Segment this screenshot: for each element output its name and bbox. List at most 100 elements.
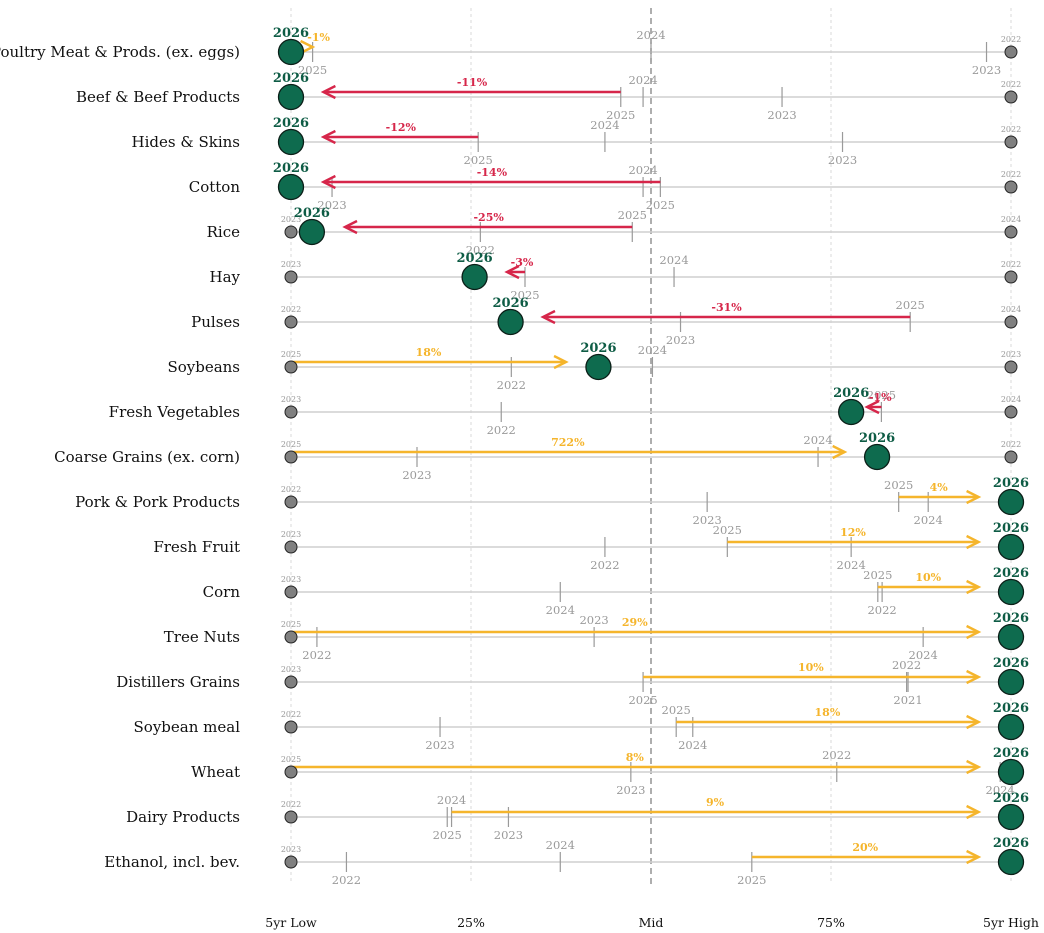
chart-row: Cotton 2023 2024 2025 -14% 2022 2026: [189, 161, 1021, 212]
current-year-marker: [997, 578, 1025, 606]
current-year-label: 2026: [993, 611, 1029, 626]
chart-row: Pulses 2023 2025 -31% 2022 2024 2026: [191, 296, 1021, 347]
chart-row: Distillers Grains 2025 2022 2021 10% 2023 2026: [116, 656, 1029, 707]
x-tick-label: 25%: [457, 915, 485, 930]
range-endpoint: [284, 765, 298, 779]
change-percent-label: 12%: [840, 526, 866, 539]
current-year-label: 2026: [859, 431, 895, 446]
category-label: Dairy Products: [126, 808, 240, 826]
category-label: Beef & Beef Products: [76, 88, 240, 106]
year-label: 2023: [972, 63, 1001, 77]
change-arrow-head: [320, 174, 336, 190]
category-label: Fresh Vegetables: [109, 403, 240, 421]
current-year-label: 2026: [273, 116, 309, 131]
year-label: 2022: [590, 558, 619, 572]
change-arrow-head: [320, 129, 336, 145]
range-endpoint: [1004, 315, 1018, 329]
endpoint-year-label: 2022: [1001, 440, 1021, 449]
endpoint-year-label: 2022: [1001, 260, 1021, 269]
change-percent-label: 18%: [416, 346, 442, 359]
range-endpoint: [284, 450, 298, 464]
current-year-marker: [863, 443, 891, 471]
current-year-marker: [997, 713, 1025, 741]
change-arrow-head: [966, 714, 982, 730]
endpoint-year-label: 2023: [281, 215, 301, 224]
endpoint-year-label: 2025: [281, 350, 301, 359]
current-year-label: 2026: [993, 836, 1029, 851]
category-label: Poultry Meat & Prods. (ex. eggs): [0, 43, 240, 61]
category-label: Wheat: [191, 763, 240, 781]
year-label: 2025: [464, 153, 493, 167]
current-year-label: 2026: [273, 71, 309, 86]
chart-row: Ethanol, incl. bev. 2022 2024 2025 20% 2023 20…: [104, 836, 1029, 887]
category-label: Soybeans: [167, 358, 240, 376]
change-percent-label: 10%: [798, 661, 824, 674]
year-label: 2024: [437, 793, 466, 807]
change-arrow-head: [300, 39, 316, 55]
year-label: 2025: [896, 298, 925, 312]
year-label: 2025: [433, 828, 462, 842]
year-label: 2023: [767, 108, 796, 122]
year-label: 2025: [628, 693, 657, 707]
year-label: 2024: [628, 73, 657, 87]
change-percent-label: 8%: [626, 751, 645, 764]
endpoint-year-label: 2023: [281, 530, 301, 539]
change-arrow-head: [342, 219, 358, 235]
range-endpoint: [1004, 450, 1018, 464]
year-label: 2022: [487, 423, 516, 437]
endpoint-year-label: 2024: [1001, 395, 1021, 404]
year-label: 2024: [837, 558, 866, 572]
chart-rows: Poultry Meat & Prods. (ex. eggs)20252024…: [0, 26, 1029, 887]
category-label: Cotton: [189, 178, 241, 196]
x-axis: 5yr Low 25% Mid 75% 5yr High: [265, 915, 1039, 930]
change-arrow-head: [966, 759, 982, 775]
year-label: 2024: [678, 738, 707, 752]
range-endpoint: [284, 315, 298, 329]
change-arrow-head: [966, 579, 982, 595]
endpoint-year-label: 2022: [281, 710, 301, 719]
current-year-marker: [997, 848, 1025, 876]
endpoint-year-label: 2023: [1001, 350, 1021, 359]
year-label: 2025: [863, 568, 892, 582]
current-year-label: 2026: [993, 656, 1029, 671]
year-label: 2024: [659, 253, 688, 267]
range-endpoint: [284, 810, 298, 824]
endpoint-year-label: 2025: [281, 755, 301, 764]
range-endpoint: [284, 495, 298, 509]
year-label: 2025: [618, 208, 647, 222]
change-arrow-head: [553, 354, 569, 370]
range-endpoint: [284, 270, 298, 284]
endpoint-year-label: 2023: [281, 260, 301, 269]
year-label: 2023: [693, 513, 722, 527]
year-label: 2024: [909, 648, 938, 662]
year-label: 2023: [828, 153, 857, 167]
change-arrow-head: [966, 534, 982, 550]
endpoint-year-label: 2025: [281, 440, 301, 449]
endpoint-year-label: 2023: [281, 665, 301, 674]
year-label: 2021: [893, 693, 922, 707]
range-endpoint: [284, 540, 298, 554]
current-year-label: 2026: [833, 386, 869, 401]
change-arrow-head: [966, 849, 982, 865]
change-percent-label: -14%: [477, 166, 508, 179]
change-percent-label: 4%: [930, 481, 949, 494]
current-year-label: 2026: [993, 521, 1029, 536]
chart-row: Soybean meal 2023 2025 2024 18% 2022 2026: [134, 701, 1030, 752]
category-label: Fresh Fruit: [153, 538, 240, 556]
category-label: Hay: [210, 268, 241, 286]
current-year-marker: [997, 623, 1025, 651]
endpoint-year-label: 2023: [281, 845, 301, 854]
current-year-label: 2026: [457, 251, 493, 266]
category-label: Distillers Grains: [116, 673, 240, 691]
endpoint-year-label: 2024: [1001, 215, 1021, 224]
range-endpoint: [284, 720, 298, 734]
change-percent-label: 29%: [622, 616, 648, 629]
range-endpoint: [1004, 180, 1018, 194]
change-percent-label: 20%: [852, 841, 878, 854]
range-endpoint: [284, 585, 298, 599]
chart-row: Hides & Skins 2025 2024 2023 -12% 2022 2026: [132, 116, 1022, 167]
year-label: 2023: [616, 783, 645, 797]
change-percent-label: -31%: [711, 301, 742, 314]
range-endpoint: [1004, 405, 1018, 419]
category-label: Pulses: [191, 313, 240, 331]
